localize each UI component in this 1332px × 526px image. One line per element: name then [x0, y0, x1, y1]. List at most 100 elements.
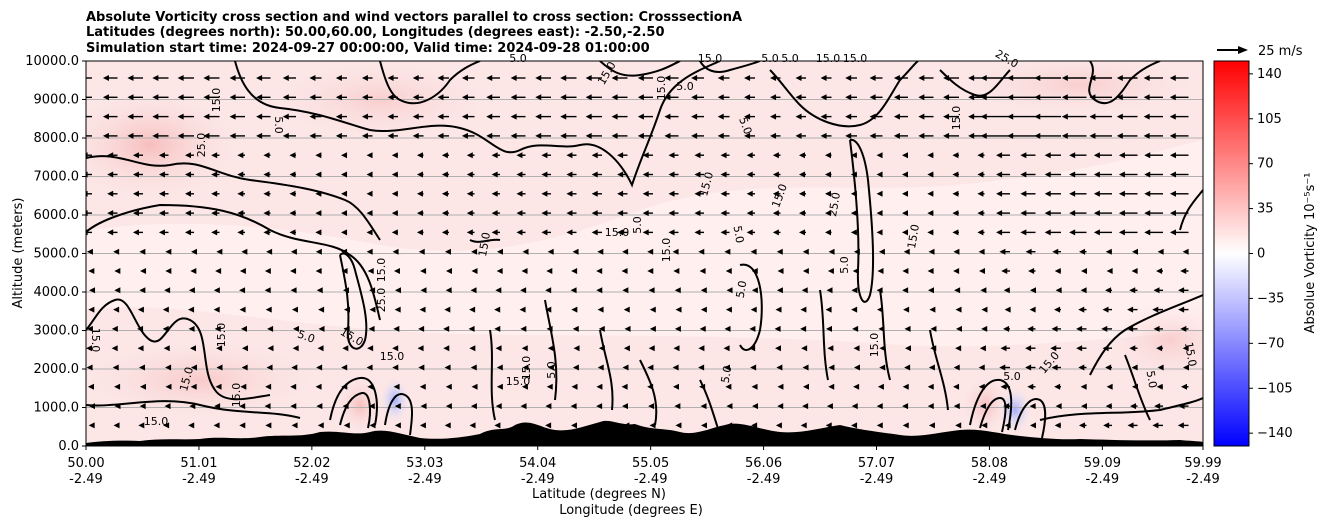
wind-vector-head: [216, 248, 223, 255]
wind-vector-head: [191, 248, 198, 255]
contour-label: 5.0: [509, 52, 527, 65]
wind-vector-head: [1089, 113, 1096, 120]
wind-vector-head: [547, 364, 554, 371]
wind-vector-head: [237, 190, 244, 197]
wind-vector-head: [596, 403, 603, 410]
contour-label: 15.0: [660, 238, 673, 263]
wind-vector-head: [239, 287, 246, 294]
wind-vector-head: [1103, 422, 1110, 429]
colorbar: 140 105 70 35 0 −35 −70 −105 −140 Absolue Vortic…: [1213, 60, 1318, 447]
wind-vector-head: [691, 94, 698, 101]
wind-vector-head: [1078, 306, 1085, 313]
wind-vector-head: [520, 403, 527, 410]
wind-vector-head: [437, 113, 444, 120]
wind-vector-head: [441, 229, 448, 236]
wind-vector-head: [211, 152, 218, 159]
wind-vector-head: [335, 75, 342, 81]
wind-vector-head: [263, 210, 270, 217]
contour-line: [739, 263, 763, 351]
wind-vector-head: [1106, 268, 1113, 274]
wind-vector-head: [1127, 306, 1134, 313]
wind-vector-head: [772, 229, 779, 236]
wind-vector-head: [596, 383, 603, 390]
wind-vector-head: [956, 325, 963, 332]
wind-vector-head: [828, 383, 835, 390]
wind-vector-head: [928, 248, 935, 255]
wind-vector-head: [521, 268, 528, 274]
wind-vector-head: [289, 229, 296, 236]
wind-vector-head: [237, 171, 244, 178]
y-tick-label: 8000.0: [34, 131, 80, 146]
wind-vector-head: [611, 94, 618, 101]
wind-vector-head: [980, 113, 987, 120]
wind-vector-head: [139, 287, 146, 294]
wind-vector-head: [1079, 248, 1086, 255]
wind-vector-head: [86, 364, 93, 371]
wind-vector-head: [102, 132, 109, 139]
wind-vector-head: [1007, 94, 1014, 101]
wind-vector-head: [772, 152, 779, 159]
wind-vector-head: [214, 325, 221, 332]
wind-vector-head: [1054, 422, 1061, 429]
wind-vector-head: [466, 152, 473, 159]
wind-vector-head: [927, 287, 934, 294]
wind-vector-head: [664, 113, 671, 120]
wind-vector-head: [774, 325, 781, 332]
wind-vector-head: [111, 345, 118, 352]
wind-vector-head: [572, 325, 579, 332]
wind-vector-head: [570, 287, 577, 294]
wind-vector-head: [341, 383, 348, 390]
wind-vector-head: [203, 113, 210, 120]
wind-vector-head: [876, 306, 883, 313]
wind-vector-head: [367, 345, 374, 352]
wind-vector-head: [1154, 403, 1161, 410]
wind-vector-head: [152, 113, 159, 120]
wind-vector-head: [392, 345, 399, 352]
wind-vector-head: [673, 268, 680, 274]
wind-vector-head: [1044, 171, 1051, 178]
wind-vector-head: [158, 171, 165, 178]
wind-vector-head: [853, 383, 860, 390]
wind-vector-head: [585, 132, 592, 139]
wind-vector-head: [461, 94, 468, 101]
wind-vector-head: [927, 171, 934, 178]
wind-vector-head: [341, 364, 348, 371]
wind-vector-head: [893, 94, 900, 101]
wind-vector-head: [617, 152, 624, 159]
wind-vector-head: [1178, 306, 1185, 313]
wind-vector-head: [876, 152, 883, 159]
wind-vector-head: [341, 210, 348, 217]
wind-vector-head: [1044, 210, 1051, 217]
wind-vector-head: [1055, 287, 1062, 294]
contour-label: 15.0: [655, 76, 668, 101]
wind-vector-head: [853, 248, 860, 255]
contour-line: [1089, 294, 1203, 376]
wind-vector-head: [720, 229, 727, 236]
wind-vector-head: [770, 94, 777, 101]
wind-vector-head: [795, 75, 802, 81]
wind-vector-head: [723, 364, 730, 371]
wind-vector-head: [491, 190, 498, 197]
wind-vector-head: [694, 210, 701, 217]
wind-vector-head: [1143, 113, 1150, 120]
wind-vector-head: [560, 132, 567, 139]
wind-vector-head: [637, 113, 644, 120]
wind-vector-head: [801, 287, 808, 294]
wind-vector-head: [852, 325, 859, 332]
wind-vector-head: [165, 383, 172, 390]
wind-vector-head: [1069, 152, 1076, 159]
wind-vector-head: [1157, 364, 1164, 371]
wind-vector-head: [851, 287, 858, 294]
wind-vector-head: [216, 345, 223, 352]
wind-vector-head: [744, 113, 751, 120]
wind-vector-head: [291, 306, 298, 313]
wind-vector-head: [1034, 132, 1041, 139]
wind-vector-head: [510, 113, 517, 120]
wind-vector-head: [798, 190, 805, 197]
wind-vector-head: [746, 171, 753, 178]
wind-vector-head: [211, 190, 218, 197]
contour-line: [489, 329, 496, 421]
wind-vector-head: [1156, 383, 1163, 390]
wind-vector-head: [591, 171, 598, 178]
wind-vector-head: [521, 383, 528, 390]
